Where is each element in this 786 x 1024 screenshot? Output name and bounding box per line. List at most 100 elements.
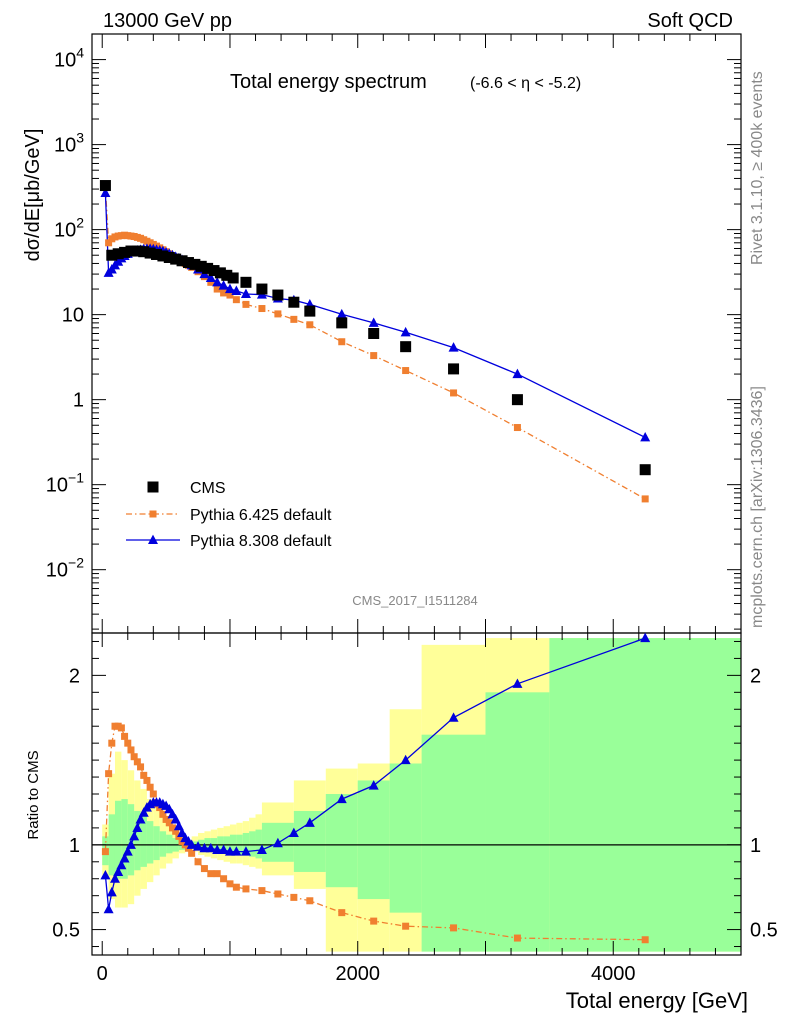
legend-label: Pythia 8.308 default (190, 533, 332, 550)
uncertainty-band-green (140, 816, 147, 867)
uncertainty-band-green (159, 831, 167, 857)
pythia6-point (226, 291, 234, 299)
cms-point (400, 341, 412, 353)
pythia8-ratio-point (231, 846, 242, 856)
legend-cms-marker (147, 481, 159, 493)
cms-point (304, 305, 316, 317)
pythia8-point (205, 272, 216, 283)
uncertainty-band-green (217, 836, 224, 852)
uncertainty-band-green (242, 832, 250, 856)
pythia6-ratio-point (258, 887, 266, 895)
uncertainty-band-green (357, 780, 390, 900)
y-tick-label-bottom-right: 2 (750, 665, 761, 687)
pythia8-ratio-point (173, 820, 184, 831)
pythia8-ratio-point (132, 822, 143, 832)
y-tick-label-top: 1 (73, 390, 84, 412)
pythia8-ratio-point (122, 846, 133, 856)
y-tick-label-top: 104 (54, 45, 84, 72)
y-tick-label-top: 10 (62, 305, 84, 327)
pythia8-ratio-point (193, 841, 204, 851)
pythia8-point (368, 317, 379, 327)
y-tick-label-bottom-right: 1 (750, 835, 761, 857)
y-tick-label-bottom: 0.5 (52, 920, 80, 942)
pythia6-point (213, 285, 221, 293)
uncertainty-band-green (114, 800, 122, 879)
y-axis-label-bottom: Ratio to CMS (25, 750, 42, 839)
cms-point (157, 250, 169, 262)
pythia6-line (104, 187, 646, 500)
pythia8-point (240, 288, 251, 299)
cms-point (208, 265, 220, 277)
pythia6-point (370, 352, 378, 360)
pythia6-ratio-point (130, 753, 138, 761)
legend-pythia8-marker (148, 534, 158, 545)
pythia6-ratio-point (207, 870, 215, 878)
uncertainty-band-green (255, 829, 262, 859)
chart-subtitle: (-6.6 < η < -5.2) (470, 75, 581, 92)
pythia6-ratio-point (159, 810, 167, 818)
analysis-id: CMS_2017_I1511284 (352, 593, 478, 608)
pythia8-line (104, 192, 646, 438)
x-tick-label: 4000 (591, 963, 636, 985)
cms-point (639, 464, 651, 476)
uncertainty-band-green (249, 831, 256, 857)
legend: CMS Pythia 6.425 default Pythia 8.308 defa… (126, 480, 332, 550)
pythia6-ratio-point (226, 880, 234, 888)
cms-point (448, 363, 460, 375)
y-tick-label-top: 102 (54, 215, 84, 242)
ratio-panel: 0 2000 4000 0.5 0.5 1 1 2 2 (52, 632, 778, 985)
pythia6-point (402, 367, 410, 375)
pythia8-ratio-point (186, 839, 197, 849)
pythia8-ratio-point (138, 807, 149, 817)
cms-point (106, 249, 118, 261)
cms-point (144, 247, 156, 259)
pythia6-ratio-point (232, 883, 240, 891)
pythia6-point (220, 289, 228, 297)
x-tick-label: 2000 (335, 963, 380, 985)
mcplots-label: mcplots.cern.ch [arXiv:1306.3436] (749, 386, 766, 628)
pythia6-ratio-point (143, 776, 151, 784)
cms-point (131, 245, 143, 257)
pythia8-ratio-point (240, 846, 251, 856)
uncertainty-band-green (166, 834, 173, 854)
cms-point (119, 246, 131, 258)
pythia8-ratio-point (448, 712, 459, 722)
uncertainty-band-green (229, 834, 237, 854)
pythia8-point (100, 187, 111, 198)
pythia6-ratio-point (165, 819, 173, 827)
pythia8-ratio-point (170, 814, 181, 824)
pythia6-ratio-point (274, 890, 282, 898)
pythia8-ratio-point (103, 903, 114, 914)
pythia6-ratio-point (513, 934, 521, 942)
cms-point (176, 255, 188, 267)
rivet-label: Rivet 3.1.10, ≥ 400k events (749, 71, 766, 265)
pythia8-point (640, 431, 651, 442)
pythia8-ratio-point (368, 780, 379, 790)
y-axis-label-top: dσ/dE[μb/GeV] (22, 129, 44, 262)
uncertainty-band-green (325, 794, 358, 888)
x-tick-label: 0 (97, 963, 108, 985)
pythia6-ratio-point (450, 924, 458, 932)
uncertainty-band-green (389, 763, 422, 913)
cms-point (368, 328, 380, 339)
pythia8-ratio-point (224, 846, 235, 856)
pythia8-point (336, 308, 347, 319)
pythia6-point (105, 239, 113, 247)
pythia8-ratio-point (205, 842, 216, 853)
y-tick-label-bottom: 1 (69, 835, 80, 857)
pythia8-ratio-point (113, 866, 124, 877)
pythia6-point (513, 424, 521, 432)
pythia6-ratio-point (172, 827, 180, 835)
pythia8-ratio-point (288, 827, 299, 838)
cms-point (138, 246, 150, 258)
pythia8-point (218, 280, 229, 290)
pythia6-point (290, 315, 298, 323)
pythia6-ratio-point (127, 746, 135, 754)
cms-point (214, 267, 226, 279)
legend-pythia6-marker (149, 510, 157, 518)
pythia8-ratio-point (218, 844, 229, 854)
pythia8-ratio-point (272, 837, 283, 848)
y-tick-label-top: 10−2 (46, 555, 84, 582)
cms-point (202, 262, 214, 274)
